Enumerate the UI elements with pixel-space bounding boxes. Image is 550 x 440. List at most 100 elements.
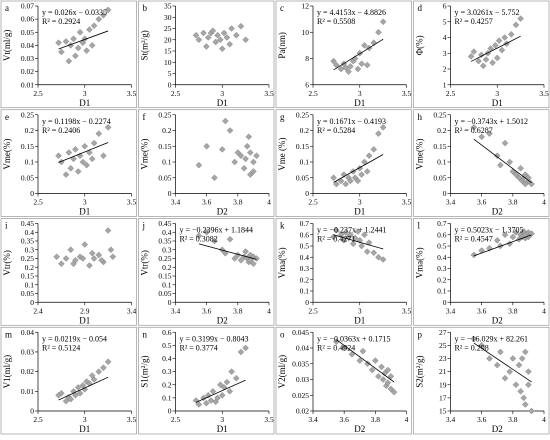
point: [240, 165, 248, 172]
equation: y = −0.2396x + 1.1844: [180, 226, 254, 235]
point: [58, 260, 65, 268]
y-tick-label: 25: [439, 341, 447, 350]
y-tick-label: 0.5: [437, 242, 447, 251]
y-tick-label: 0.5: [300, 242, 310, 251]
point: [217, 36, 224, 44]
r-squared: R² = 0.3774: [180, 343, 218, 352]
trend-line: [473, 234, 532, 257]
y-tick-label: 0.1: [25, 280, 35, 289]
y-tick-label: 0.05: [158, 173, 171, 182]
point: [228, 25, 235, 32]
trend-line: [473, 342, 532, 383]
y-tick-label: 0: [168, 407, 172, 416]
point: [370, 146, 378, 153]
y-tick-label: 0.15: [296, 142, 309, 151]
y-axis-label: St(m²/g): [140, 30, 150, 60]
trend-line: [333, 234, 384, 250]
equation: y = 0.1671x − 0.4193: [317, 117, 386, 126]
point: [368, 366, 376, 374]
panel-frame: [138, 0, 275, 109]
point: [104, 6, 112, 14]
y-tick-label: 19: [439, 380, 447, 389]
panel-frame: [413, 0, 550, 109]
y-tick-label: 5: [168, 69, 172, 78]
x-tick-label: 2.5: [308, 306, 318, 315]
point: [501, 139, 509, 147]
x-axis-label: D1: [492, 98, 503, 108]
r-squared: R² = 0.4924: [317, 343, 355, 352]
point: [379, 124, 387, 131]
y-tick-label: 0.2: [162, 380, 172, 389]
point: [528, 180, 535, 188]
y-tick-label: 0.3: [437, 264, 447, 273]
x-tick-label: 3.5: [402, 306, 412, 315]
point: [501, 34, 509, 41]
point: [214, 31, 221, 39]
point: [330, 57, 337, 65]
trend-line: [473, 138, 532, 184]
y-axis-label: Vme(%): [140, 139, 150, 170]
y-tick-label: 15: [164, 47, 172, 56]
point: [364, 360, 371, 368]
y-tick-label: 0.25: [158, 254, 171, 263]
point: [76, 389, 84, 397]
point: [493, 152, 501, 159]
point: [226, 40, 234, 48]
point: [384, 366, 392, 374]
point: [58, 389, 65, 397]
x-axis-label: D1: [79, 98, 90, 108]
point: [467, 53, 475, 60]
r-squared: R² = 0.4271: [317, 235, 355, 244]
x-tick-label: 3.6: [477, 306, 487, 315]
x-tick-label: 3.6: [477, 415, 487, 424]
y-tick-label: 0.4: [437, 253, 447, 262]
point: [470, 124, 478, 131]
point: [242, 248, 249, 255]
y-tick-label: 0.02: [296, 407, 309, 416]
y-tick-label: 12: [302, 2, 310, 11]
y-tick-label: 0.15: [158, 142, 171, 151]
point: [95, 130, 103, 137]
point: [95, 368, 103, 375]
y-tick-label: 0.045: [292, 328, 309, 337]
point: [378, 363, 385, 371]
point: [506, 368, 513, 375]
y-tick-label: 0.1: [437, 287, 447, 296]
y-tick-label: 0.04: [21, 41, 34, 50]
point: [507, 31, 515, 38]
point: [518, 355, 526, 362]
r-squared: R² = 0.298: [455, 343, 489, 352]
point: [250, 168, 257, 175]
y-tick-label: 0.05: [21, 28, 34, 37]
panel-label: n: [143, 329, 148, 339]
point: [493, 237, 501, 244]
point: [517, 388, 524, 395]
point: [109, 253, 117, 261]
point: [520, 394, 528, 402]
point: [525, 381, 532, 389]
point: [203, 228, 210, 236]
trend-line: [470, 35, 521, 62]
trend-line: [58, 376, 109, 401]
y-axis-label: S1(m²/g): [140, 356, 150, 388]
panel-label: h: [418, 112, 423, 122]
x-axis-label: D1: [79, 424, 90, 434]
y-tick-label: 0.35: [158, 237, 171, 246]
point: [55, 39, 62, 47]
x-tick-label: 3: [220, 89, 224, 98]
y-tick-label: 0.45: [158, 219, 171, 228]
point: [493, 54, 501, 62]
point: [363, 168, 371, 175]
equation: y = −16.029x + 82.261: [455, 334, 529, 343]
y-axis-label: V2(ml/g): [277, 355, 287, 389]
y-axis-label: Vma(%): [277, 247, 287, 278]
r-squared: R² = 0.3082: [180, 235, 218, 244]
point: [370, 249, 378, 257]
point: [363, 61, 371, 69]
point: [501, 374, 509, 382]
x-tick-label: 3: [83, 198, 87, 207]
point: [250, 158, 257, 166]
point: [470, 251, 478, 259]
y-tick-label: 0: [305, 189, 309, 198]
y-tick-label: 0.3: [162, 245, 172, 254]
